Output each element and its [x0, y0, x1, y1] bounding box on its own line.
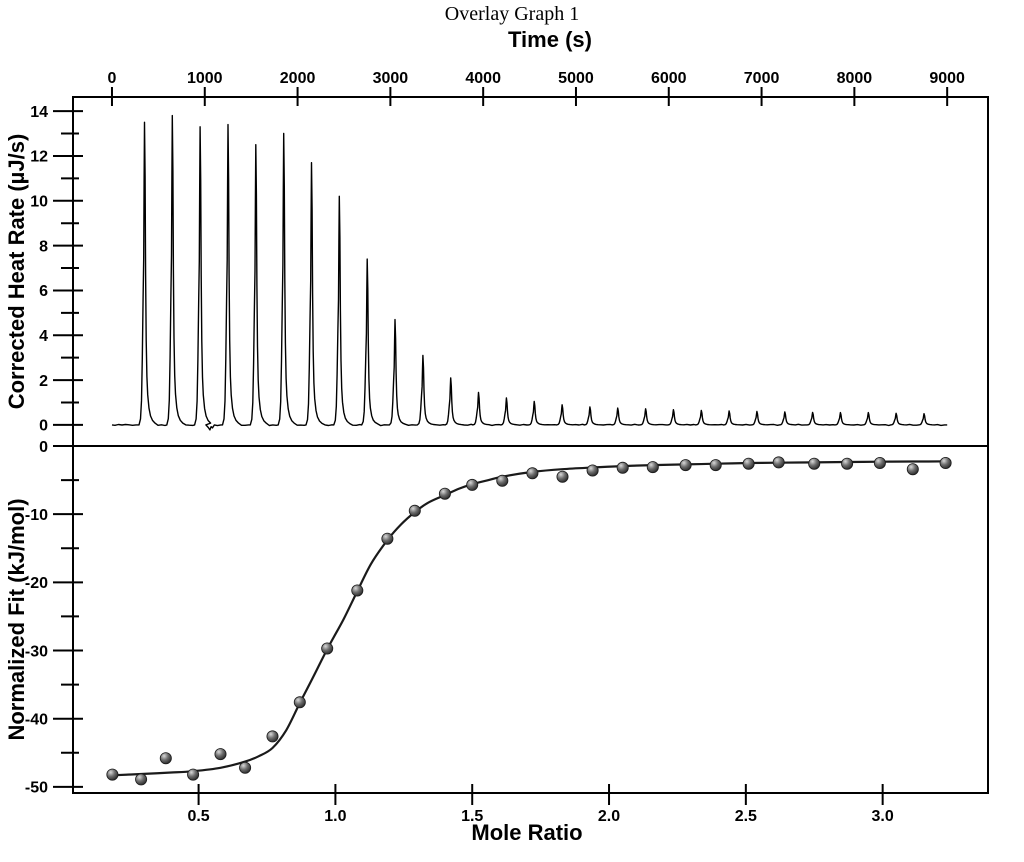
heat-tick-label: 10: [30, 194, 48, 211]
data-point: [906, 463, 919, 476]
fit-tick-label: -20: [25, 575, 48, 592]
mole-tick-label: 3.0: [872, 808, 894, 825]
time-tick-label: 8000: [837, 70, 873, 87]
heat-tick-label: 14: [30, 104, 48, 121]
heat-tick-label: 2: [39, 373, 48, 390]
heat-rate-axis: 0 2 4 6 8 10 12 14: [30, 104, 83, 435]
time-tick-label: 3000: [373, 70, 409, 87]
data-point: [742, 457, 755, 470]
plot-frame: [72, 96, 989, 794]
heat-tick-label: 12: [30, 149, 48, 166]
fit-tick-label: -10: [25, 507, 48, 524]
time-axis: 0 1000 2000 3000 4000 5000 6000 7000 8000 9000: [108, 70, 965, 106]
time-tick-label: 6000: [651, 70, 687, 87]
data-point: [266, 730, 279, 743]
heat-tick-label: 6: [39, 283, 48, 300]
mole-tick-label: 1.0: [324, 808, 346, 825]
data-point: [586, 464, 599, 477]
normalized-fit-axis-title: Normalized Fit (kJ/mol): [4, 498, 29, 740]
time-tick-label: 1000: [187, 70, 223, 87]
fit-tick-label: 0: [39, 439, 48, 456]
isotherm-points: [106, 456, 952, 786]
data-point: [214, 748, 227, 761]
heat-tick-label: 8: [39, 238, 48, 255]
data-point: [408, 504, 421, 517]
fit-curve: [112, 460, 952, 777]
data-point: [466, 478, 479, 491]
fit-tick-label: -50: [25, 780, 48, 797]
data-point: [239, 761, 252, 774]
data-point: [841, 457, 854, 470]
time-tick-label: 4000: [465, 70, 501, 87]
fit-tick-label: -40: [25, 711, 48, 728]
heat-rate-trace: [111, 114, 948, 431]
heat-tick-label: 4: [39, 328, 48, 345]
data-point: [106, 768, 119, 781]
time-tick-label: 0: [108, 70, 117, 87]
data-point: [496, 474, 509, 487]
data-point: [351, 584, 364, 597]
data-point: [526, 467, 539, 480]
mole-tick-label: 0.5: [187, 808, 209, 825]
mole-ratio-axis-title: Mole Ratio: [471, 820, 582, 845]
time-tick-label: 7000: [744, 70, 780, 87]
heat-tick-label: 0: [39, 418, 48, 435]
data-point: [321, 642, 334, 655]
data-point: [709, 459, 722, 472]
time-axis-title: Time (s): [508, 27, 592, 52]
data-point: [646, 461, 659, 474]
time-tick-label: 5000: [558, 70, 594, 87]
data-point: [438, 487, 451, 500]
data-point: [772, 456, 785, 469]
data-point: [873, 456, 886, 469]
mole-ratio-axis: 0.5 1.0 1.5 2.0 2.5 3.0: [187, 784, 894, 825]
fit-tick-label: -30: [25, 643, 48, 660]
time-tick-label: 9000: [929, 70, 965, 87]
data-point: [381, 532, 394, 545]
mole-tick-label: 2.5: [735, 808, 757, 825]
data-point: [808, 457, 821, 470]
figure-title: Overlay Graph 1: [444, 3, 580, 25]
data-point: [187, 768, 200, 781]
data-point: [293, 696, 306, 709]
normalized-fit-axis: 0 -10 -20 -30 -40 -50: [25, 439, 83, 797]
mole-tick-label: 2.0: [598, 808, 620, 825]
mole-tick-label: 1.5: [461, 808, 483, 825]
data-point: [159, 752, 172, 765]
data-point: [939, 456, 952, 469]
data-point: [556, 470, 569, 483]
heat-rate-axis-title: Corrected Heat Rate (µJ/s): [4, 134, 29, 410]
data-point: [679, 459, 692, 472]
data-point: [616, 461, 629, 474]
time-tick-label: 2000: [280, 70, 316, 87]
data-point: [135, 773, 148, 786]
